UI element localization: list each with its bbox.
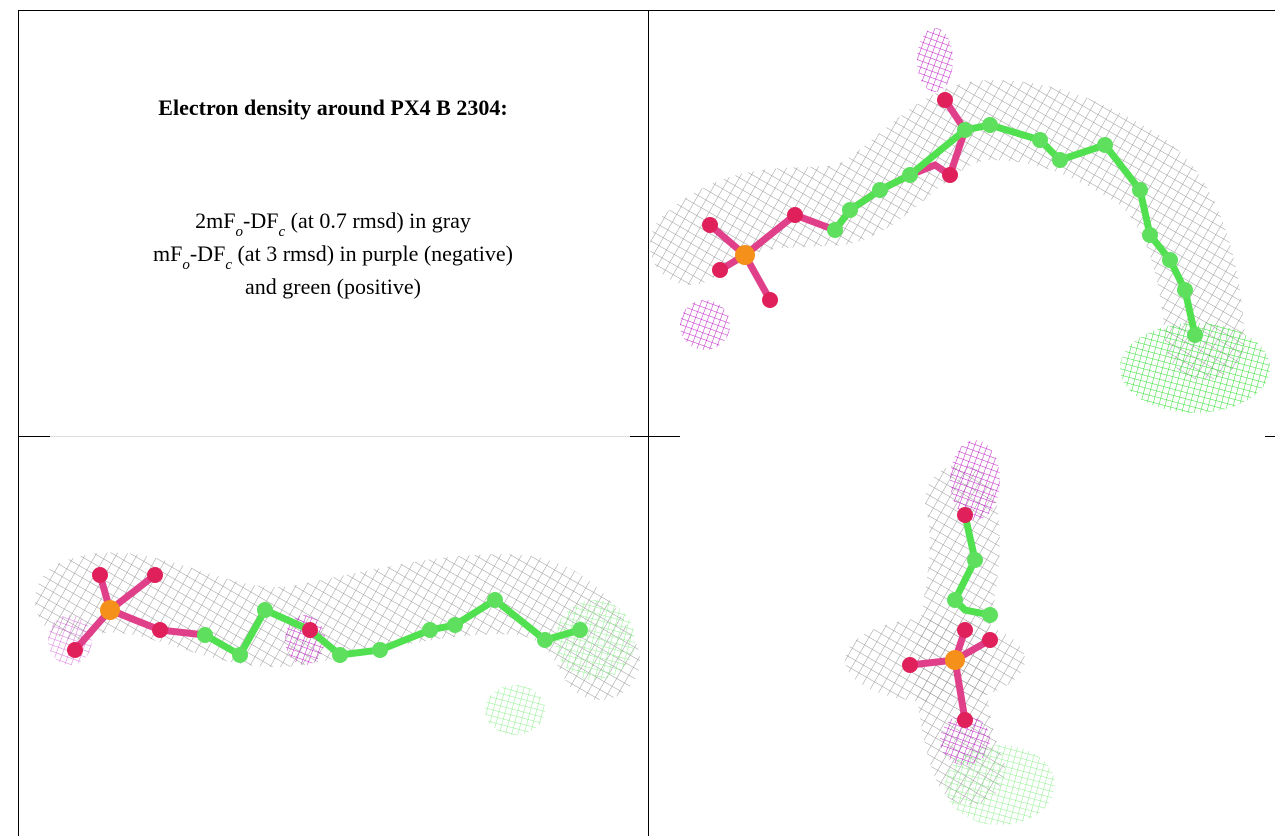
caption-run: (at 0.7 rmsd) in gray (285, 208, 471, 233)
density-panel-1 (680, 28, 1270, 413)
figure: Electron density around PX4 B 2304: 2mFo… (0, 0, 1275, 836)
caption-line: and green (positive) (245, 274, 421, 299)
title: Electron density around PX4 B 2304: (158, 95, 507, 120)
caption-line: mFo-DFc (at 3 rmsd) in purple (negative) (153, 241, 513, 273)
caption-run: and green (positive) (245, 274, 421, 299)
mesh-positive (555, 600, 635, 680)
caption-run: 2mF (195, 208, 235, 233)
mesh-negative (917, 28, 953, 92)
mesh-positive (485, 685, 545, 735)
mesh-negative (680, 300, 730, 350)
caption-run: -DF (190, 241, 225, 266)
caption-run: -DF (243, 208, 278, 233)
page: Electron density around PX4 B 2304: 2mFo… (0, 0, 1275, 836)
mesh-negative (950, 440, 1000, 520)
density-panel-2 (48, 567, 635, 735)
density-panel-3 (845, 440, 1055, 825)
phosphorus-atom (945, 650, 965, 670)
caption-line: 2mFo-DFc (at 0.7 rmsd) in gray (195, 208, 471, 240)
caption-run: mF (153, 241, 182, 266)
mesh-positive (945, 745, 1055, 825)
caption-run: (at 3 rmsd) in purple (negative) (232, 241, 513, 266)
phosphorus-atom (100, 600, 120, 620)
phosphorus-atom (735, 245, 755, 265)
